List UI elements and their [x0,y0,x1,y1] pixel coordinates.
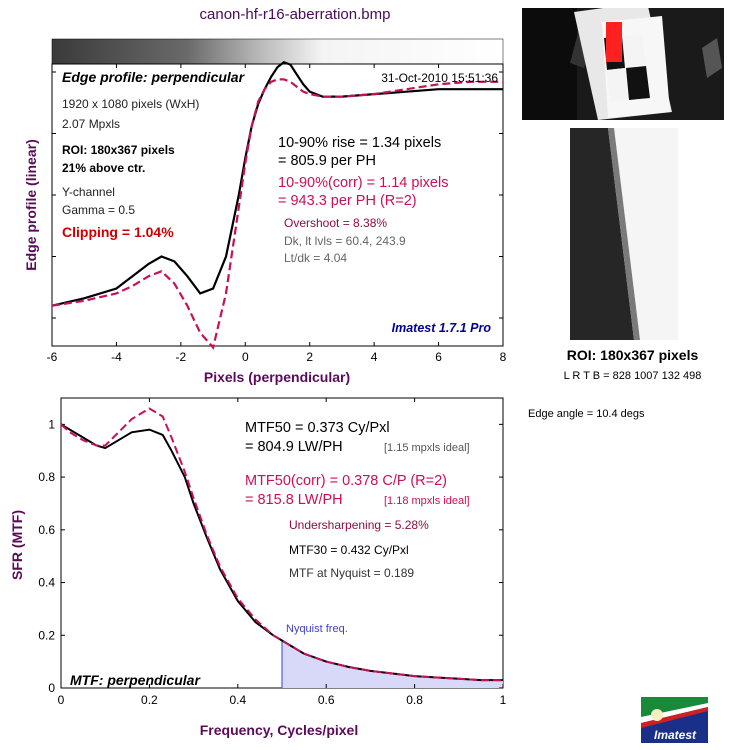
roi-title: ROI: 180x367 pixels [566,347,699,363]
mtf-y-label: SFR (MTF) [9,510,25,580]
edge-angle: Edge angle = 10.4 degs [528,408,645,420]
rise-per-ph: = 805.9 per PH [278,153,376,169]
roi-coords: L R T B = 828 1007 132 498 [563,370,702,382]
mtf50-corr: MTF50(corr) = 0.378 C/P (R=2) [245,473,447,489]
edge-x-tick-label: 8 [500,350,507,364]
mtf-x-tick-label: 0.6 [318,693,335,707]
edge-x-tick-label: 2 [306,350,313,364]
nyquist-label: Nyquist freq. [286,623,348,635]
logo-text: Imatest [654,728,697,742]
rise-corr-per-ph: = 943.3 per PH (R=2) [278,193,417,209]
mtf30: MTF30 = 0.432 Cy/Pxl [289,543,409,557]
edge-x-tick-label: 0 [242,350,249,364]
mtf-x-tick-label: 0.8 [406,693,423,707]
mtf-y-tick-label: 0.8 [38,470,55,484]
image-size: 1920 x 1080 pixels (WxH) [62,97,199,111]
mtf50-corr-ideal: [1.18 mpxls ideal] [384,495,470,507]
rise-value: 10-90% rise = 1.34 pixels [278,135,441,151]
light-dark-ratio: Lt/dk = 4.04 [284,251,347,265]
page-title: canon-hf-r16-aberration.bmp [199,6,391,23]
clipping: Clipping = 1.04% [62,224,174,240]
overshoot: Overshoot = 8.38% [284,216,387,230]
edge-x-tick-label: 4 [371,350,378,364]
timestamp: 31-Oct-2010 15:51:36 [381,71,498,85]
mtf50-lw-ph: = 804.9 LW/PH [245,439,343,455]
roi-crop-image [570,128,678,340]
mtf-x-label: Frequency, Cycles/pixel [200,722,358,738]
edge-x-tick-label: -4 [111,350,122,364]
edge-x-tick-label: 6 [435,350,442,364]
edge-plot-frame [51,63,504,347]
mtf-at-nyquist: MTF at Nyquist = 0.189 [289,566,414,580]
mtf-series-corrected [60,407,503,682]
imatest-logo: Imatest [641,697,708,743]
beyond-nyquist-area [282,640,503,688]
edge-profile-chart: -6 -4 -2 0 2 4 6 8 Edge profile: perpendicular … [23,38,507,385]
mtf50: MTF50 = 0.373 Cy/Pxl [245,420,390,436]
undersharpening: Undersharpening = 5.28% [289,518,429,532]
mtf-y-tick-label: 0.4 [38,576,55,590]
edge-panel-label: Edge profile: perpendicular [62,69,246,85]
version-label: Imatest 1.7.1 Pro [392,321,492,335]
channel: Y-channel [62,185,115,199]
roi-info: ROI: 180x367 pixels [62,143,175,157]
mtf-x-tick-label: 0.2 [141,693,158,707]
above-center: 21% above ctr. [62,161,145,175]
mtf-y-tick-label: 1 [48,417,55,431]
dark-light-levels: Dk, lt lvls = 60.4, 243.9 [284,234,406,248]
edge-x-tick-label: -2 [176,350,187,364]
gamma: Gamma = 0.5 [62,203,135,217]
edge-x-label: Pixels (perpendicular) [204,369,350,385]
megapixels: 2.07 Mpxls [62,117,120,131]
rise-corr-value: 10-90%(corr) = 1.14 pixels [278,175,448,191]
mtf-y-tick-label: 0.6 [38,523,55,537]
test-photo-thumbnail [522,8,724,120]
mtf-y-tick-label: 0 [48,681,55,695]
edge-series-corrected [51,78,503,350]
mtf-chart: 0 0.2 0.4 0.6 0.8 1 0 0.2 0.4 0.6 0.8 1 MTF50 = 0.3… [9,397,507,738]
gray-gradient-strip [51,38,504,65]
mtf-panel-label: MTF: perpendicular [70,672,201,688]
mtf-y-tick-label: 0.2 [38,628,55,642]
mtf-x-tick-label: 1 [500,693,507,707]
mtf-x-tick-label: 0 [58,693,65,707]
edge-x-tick-label: -6 [47,350,58,364]
edge-y-label: Edge profile (linear) [23,139,39,270]
mtf-x-tick-label: 0.4 [229,693,246,707]
mtf50-ideal: [1.15 mpxls ideal] [384,442,470,454]
mtf50-corr-lw-ph: = 815.8 LW/PH [245,492,343,508]
